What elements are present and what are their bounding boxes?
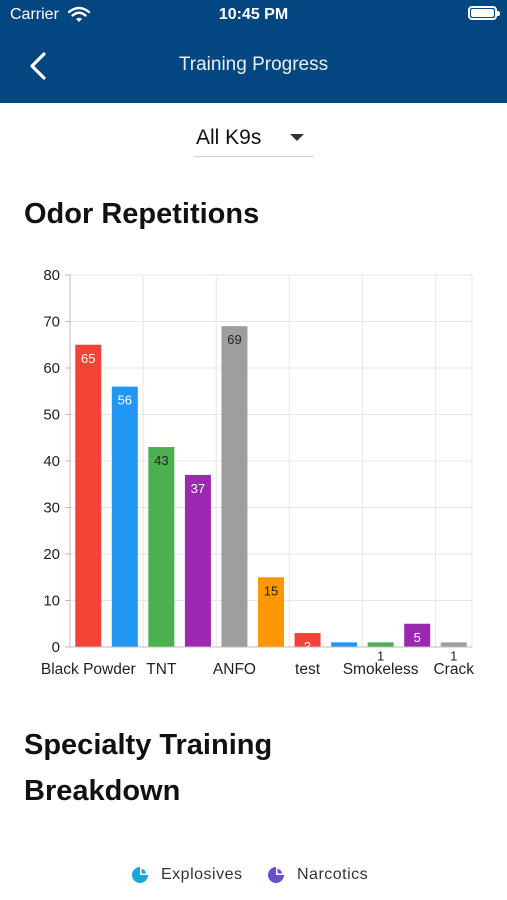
- y-tick-label: 10: [43, 593, 60, 610]
- navigation-bar: Carrier 10:45 PM Training Progress: [0, 0, 507, 103]
- bar: [111, 386, 138, 647]
- x-tick-label: TNT: [146, 661, 177, 678]
- bar: [184, 474, 211, 647]
- legend-item-narcotics[interactable]: Narcotics: [267, 862, 368, 888]
- k9-filter-selected: All K9s: [196, 126, 262, 149]
- bar: [148, 447, 175, 647]
- bar-value-label: 1: [450, 648, 457, 663]
- y-tick-label: 20: [43, 546, 60, 563]
- x-tick-label: Black Powder: [41, 661, 136, 678]
- bar-value-label: 1: [377, 648, 384, 663]
- odor-repetitions-title: Odor Repetitions: [24, 198, 260, 230]
- k9-filter-dropdown[interactable]: All K9s: [194, 120, 314, 157]
- status-time: 10:45 PM: [218, 6, 289, 23]
- y-tick-label: 50: [43, 407, 60, 424]
- battery-icon: [468, 6, 500, 20]
- x-tick-label: Smokeless: [343, 661, 419, 678]
- x-tick-label: Crack: [433, 661, 474, 678]
- legend-label-explosives: Explosives: [161, 866, 243, 883]
- y-tick-label: 60: [43, 360, 60, 377]
- bar-value-label: 69: [227, 332, 241, 347]
- y-tick-label: 40: [43, 453, 60, 470]
- bar: [440, 642, 467, 647]
- wifi-icon: [68, 6, 90, 22]
- bar: [258, 577, 284, 647]
- bar-value-label: 15: [264, 583, 278, 598]
- bar: [75, 344, 102, 647]
- y-tick-label: 30: [43, 500, 60, 517]
- back-button[interactable]: [20, 48, 60, 84]
- specialty-legend: Explosives Narcotics: [0, 862, 507, 888]
- chevron-left-icon: [30, 52, 46, 80]
- legend-label-narcotics: Narcotics: [297, 866, 369, 883]
- bar-value-label: 65: [81, 351, 95, 366]
- pie-chart-icon: [268, 867, 284, 883]
- caret-down-icon: [290, 134, 304, 141]
- carrier-label: Carrier: [10, 6, 59, 23]
- y-tick-label: 0: [52, 639, 60, 656]
- pie-chart-icon: [132, 867, 148, 883]
- x-tick-label: test: [295, 661, 321, 678]
- bar-value-label: 56: [118, 393, 132, 408]
- bar-value-label: 37: [191, 481, 205, 496]
- bar-value-label: 43: [154, 453, 168, 468]
- odor-repetitions-chart: 010203040506070806556433769153151Black P…: [41, 267, 474, 678]
- bar: [331, 642, 358, 647]
- page-title: Training Progress: [178, 54, 329, 75]
- bar: [294, 633, 321, 647]
- legend-item-explosives[interactable]: Explosives: [131, 862, 242, 888]
- specialty-training-title: Specialty Training Breakdown: [24, 729, 273, 807]
- bar-value-label: 5: [414, 630, 421, 645]
- x-tick-label: ANFO: [213, 661, 256, 678]
- y-tick-label: 80: [43, 267, 60, 284]
- bar: [221, 326, 248, 647]
- y-tick-label: 70: [43, 314, 60, 331]
- bar: [367, 642, 394, 647]
- bar: [404, 623, 431, 647]
